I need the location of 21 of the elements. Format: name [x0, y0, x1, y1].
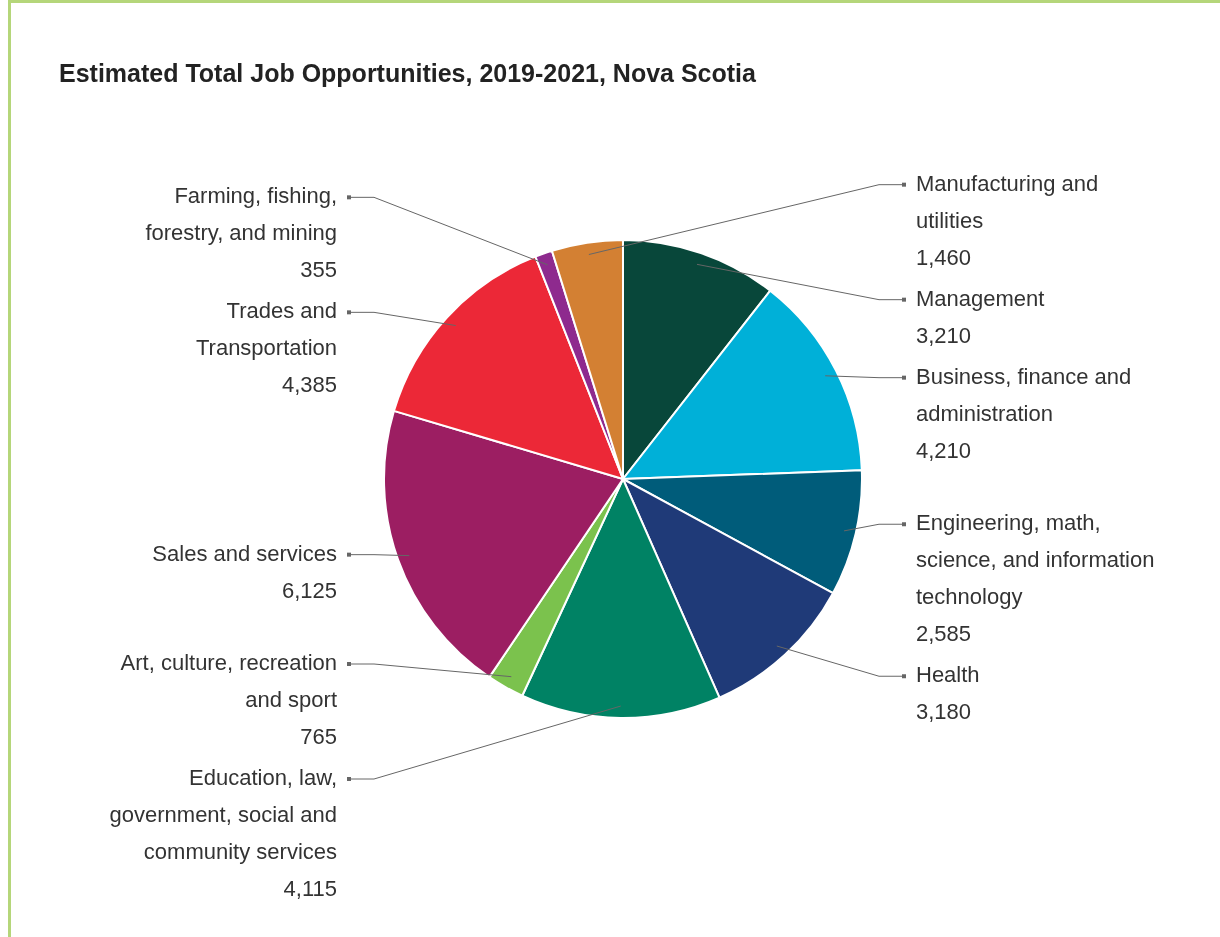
data-label: 2,585: [916, 621, 972, 647]
slice-label: Engineering, math, science, and information technology: [916, 510, 1155, 610]
data-label: 3,210: [916, 322, 972, 348]
slice-label: Trades and Transportation: [195, 298, 337, 361]
slice-label: Management: [916, 285, 1045, 311]
chart-title: Estimated Total Job Opportunities, 2019-2021, Nova Scotia: [59, 59, 756, 88]
data-label: 4,210: [916, 437, 972, 463]
data-label: 6,125: [281, 577, 337, 603]
slice-label: Farming, fishing, forestry, and mining: [145, 183, 337, 246]
data-label: 765: [300, 724, 337, 750]
slice-label: Health: [916, 662, 980, 688]
slice-label: Sales and services: [152, 540, 337, 566]
data-label: 4,115: [283, 876, 337, 902]
data-label: 3,180: [916, 699, 972, 725]
slice-label: Art, culture, recreation and sport: [120, 650, 337, 713]
data-label: 4,385: [281, 372, 337, 398]
slice-label: Business, finance and administration: [916, 363, 1132, 426]
data-label: 1,460: [916, 244, 972, 270]
slice-label: Manufacturing and utilities: [916, 170, 1099, 233]
data-label: 355: [300, 257, 337, 283]
slice-label: Education, law, government, social and community services: [109, 765, 337, 865]
